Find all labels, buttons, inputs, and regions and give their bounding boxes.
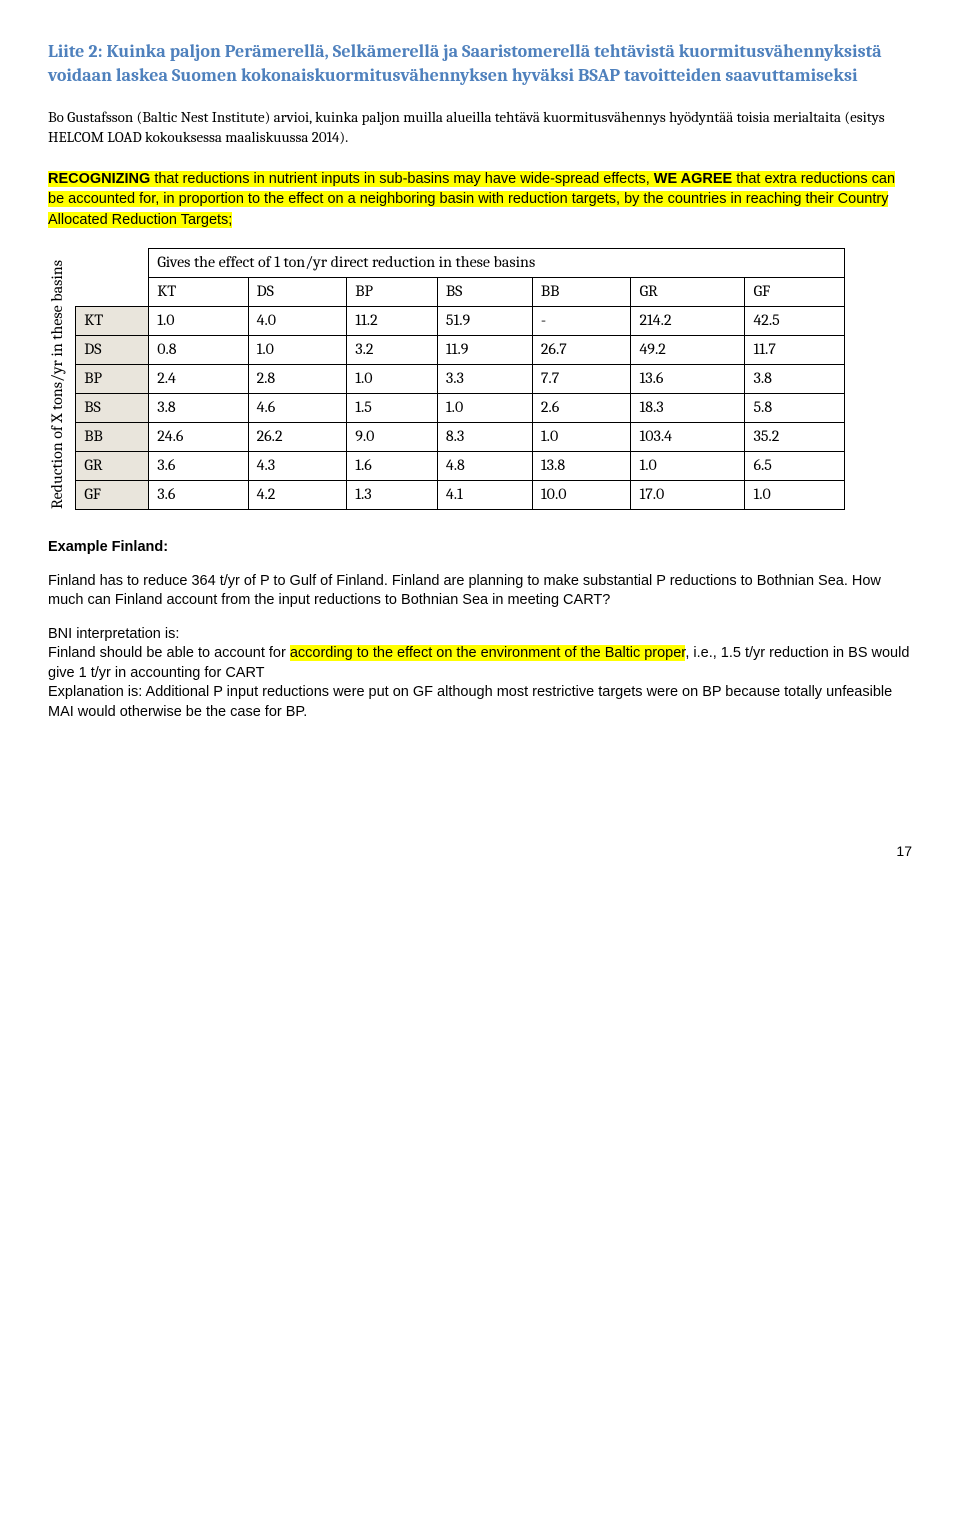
cell: 3.8 [745, 364, 845, 393]
cell: 3.2 [347, 335, 438, 364]
cell: 6.5 [745, 451, 845, 480]
cell: 2.8 [248, 364, 347, 393]
col-header: DS [248, 277, 347, 306]
cell: 26.7 [532, 335, 631, 364]
col-header: KT [149, 277, 248, 306]
cell: 7.7 [532, 364, 631, 393]
explanation-text: Explanation is: Additional P input reduc… [48, 684, 892, 720]
cell: 4.2 [248, 480, 347, 509]
cell: 4.6 [248, 393, 347, 422]
cell: 1.0 [532, 422, 631, 451]
we-agree-word: WE AGREE [654, 171, 732, 187]
cell: 1.0 [745, 480, 845, 509]
row-header: KT [76, 306, 149, 335]
cell: 4.3 [248, 451, 347, 480]
cell: 1.5 [347, 393, 438, 422]
cell: 103.4 [631, 422, 745, 451]
cell: 42.5 [745, 306, 845, 335]
cell: 4.0 [248, 306, 347, 335]
table-row: GF 3.6 4.2 1.3 4.1 10.0 17.0 1.0 [76, 480, 845, 509]
row-header: BP [76, 364, 149, 393]
bni-text-a: Finland should be able to account for [48, 645, 290, 661]
cell: 3.3 [437, 364, 532, 393]
table-row: DS 0.8 1.0 3.2 11.9 26.7 49.2 11.7 [76, 335, 845, 364]
table-row: BP 2.4 2.8 1.0 3.3 7.7 13.6 3.8 [76, 364, 845, 393]
cell: 1.0 [437, 393, 532, 422]
cell: 3.6 [149, 480, 248, 509]
table-caption: Gives the effect of 1 ton/yr direct redu… [149, 248, 845, 277]
cell: 51.9 [437, 306, 532, 335]
table-header-row: KT DS BP BS BB GR GF [76, 277, 845, 306]
table-vertical-label: Reduction of X tons/yr in these basins [48, 250, 67, 509]
recognizing-block: RECOGNIZING that reductions in nutrient … [48, 169, 912, 230]
cell: 1.0 [248, 335, 347, 364]
page-number: 17 [48, 842, 912, 861]
row-header: GF [76, 480, 149, 509]
cell: 8.3 [437, 422, 532, 451]
col-header: BB [532, 277, 631, 306]
recognizing-text-1: that reductions in nutrient inputs in su… [150, 171, 653, 187]
row-header: GR [76, 451, 149, 480]
cell: 18.3 [631, 393, 745, 422]
table-row: BB 24.6 26.2 9.0 8.3 1.0 103.4 35.2 [76, 422, 845, 451]
cell: 0.8 [149, 335, 248, 364]
cell: 1.0 [631, 451, 745, 480]
cell: 4.1 [437, 480, 532, 509]
cell: 1.6 [347, 451, 438, 480]
cell: 1.3 [347, 480, 438, 509]
cell: 3.8 [149, 393, 248, 422]
col-header: GF [745, 277, 845, 306]
cell: 2.6 [532, 393, 631, 422]
cell: 5.8 [745, 393, 845, 422]
cell: 26.2 [248, 422, 347, 451]
blank-cell [76, 277, 149, 306]
row-header: DS [76, 335, 149, 364]
intro-paragraph: Bo Gustafsson (Baltic Nest Institute) ar… [48, 107, 912, 148]
cell: 2.4 [149, 364, 248, 393]
bni-line: BNI interpretation is: [48, 626, 179, 642]
cell: 13.8 [532, 451, 631, 480]
col-header: GR [631, 277, 745, 306]
cell: 24.6 [149, 422, 248, 451]
col-header: BS [437, 277, 532, 306]
cell: 35.2 [745, 422, 845, 451]
appendix-title: Liite 2: Kuinka paljon Perämerellä, Selk… [48, 40, 912, 89]
cell: 11.2 [347, 306, 438, 335]
col-header: BP [347, 277, 438, 306]
bni-block: BNI interpretation is: Finland should be… [48, 625, 912, 723]
row-header: BB [76, 422, 149, 451]
cell: 4.8 [437, 451, 532, 480]
cell: 214.2 [631, 306, 745, 335]
effect-table: Gives the effect of 1 ton/yr direct redu… [75, 248, 845, 510]
cell: 1.0 [149, 306, 248, 335]
effect-table-wrap: Reduction of X tons/yr in these basins G… [48, 248, 912, 510]
cell: - [532, 306, 631, 335]
table-row: BS 3.8 4.6 1.5 1.0 2.6 18.3 5.8 [76, 393, 845, 422]
cell: 11.9 [437, 335, 532, 364]
example-para-1: Finland has to reduce 364 t/yr of P to G… [48, 572, 912, 611]
blank-cell [76, 248, 149, 277]
cell: 17.0 [631, 480, 745, 509]
table-row: GR 3.6 4.3 1.6 4.8 13.8 1.0 6.5 [76, 451, 845, 480]
cell: 49.2 [631, 335, 745, 364]
row-header: BS [76, 393, 149, 422]
cell: 10.0 [532, 480, 631, 509]
recognizing-word: RECOGNIZING [48, 171, 150, 187]
cell: 13.6 [631, 364, 745, 393]
cell: 3.6 [149, 451, 248, 480]
example-heading: Example Finland: [48, 538, 912, 558]
table-row: KT 1.0 4.0 11.2 51.9 - 214.2 42.5 [76, 306, 845, 335]
cell: 11.7 [745, 335, 845, 364]
cell: 9.0 [347, 422, 438, 451]
cell: 1.0 [347, 364, 438, 393]
bni-highlight: according to the effect on the environme… [290, 645, 686, 661]
